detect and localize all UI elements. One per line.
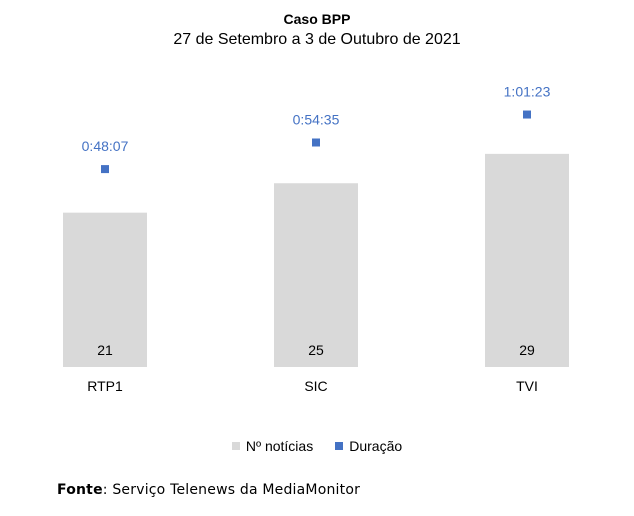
source-note: Fonte: Serviço Telenews da MediaMonitor: [57, 482, 360, 498]
duration-marker-tvi: [523, 110, 531, 119]
chart-subtitle: 27 de Setembro a 3 de Outubro de 2021: [173, 31, 461, 48]
bar-rtp1: [63, 212, 147, 367]
duration-label-sic: 0:54:35: [293, 111, 340, 127]
legend-swatch-duration: [335, 442, 344, 450]
duration-marker-rtp1: [101, 165, 109, 174]
chart-title: Caso BPP: [283, 11, 351, 27]
legend-item-duration: Duração: [335, 438, 402, 454]
source-label: Fonte: [57, 482, 103, 498]
legend-label-duration: Duração: [349, 438, 403, 454]
bar-value-label-sic: 25: [308, 342, 324, 358]
category-label-sic: SIC: [304, 378, 327, 394]
bar-value-label-tvi: 29: [519, 342, 535, 358]
bar-value-label-rtp1: 21: [97, 342, 113, 358]
legend-label-news-count: Nº notícias: [245, 438, 314, 454]
category-label-tvi: TVI: [516, 378, 538, 394]
bar-tvi: [485, 153, 569, 367]
legend-item-news-count: Nº notícias: [231, 438, 314, 454]
duration-label-rtp1: 0:48:07: [82, 138, 129, 154]
legend-swatch-news-count: [231, 442, 240, 450]
duration-marker-sic: [312, 138, 320, 147]
chart-legend: Nº notícias Duração: [0, 438, 634, 454]
category-label-rtp1: RTP1: [87, 378, 123, 394]
duration-label-tvi: 1:01:23: [504, 84, 551, 100]
source-text: : Serviço Telenews da MediaMonitor: [102, 482, 361, 498]
bar-sic: [274, 183, 358, 367]
chart-plot: 21 0:48:07 RTP1 25 0:54:35 SIC 29 1:01:23 TVI: [63, 84, 569, 394]
